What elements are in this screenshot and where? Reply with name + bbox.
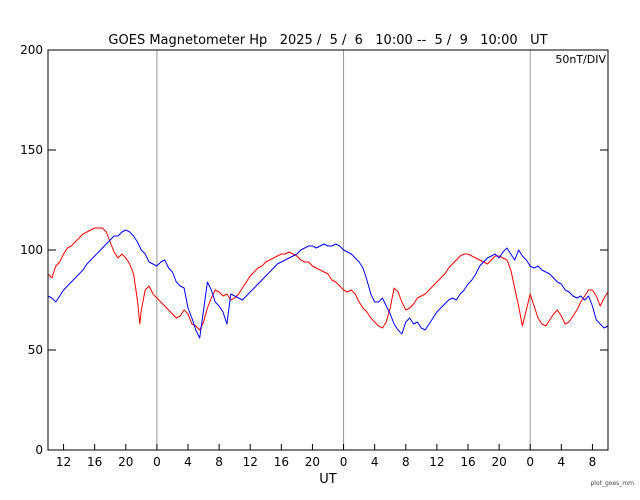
x-tick-label: 8 (215, 455, 223, 469)
x-tick-label: 4 (371, 455, 379, 469)
y-tick-label: 0 (35, 443, 43, 457)
y-tick-label: 200 (20, 43, 43, 57)
credit-label: plot_goes_mm (591, 480, 635, 487)
unit-note: 50nT/DIV (555, 53, 606, 66)
x-tick-label: 8 (402, 455, 410, 469)
y-tick-label: 50 (28, 343, 43, 357)
x-tick-label: 12 (56, 455, 71, 469)
chart-title: GOES Magnetometer Hp 2025 / 5 / 6 10:00 … (108, 33, 547, 48)
series-line-0 (47, 227, 609, 331)
x-tick-label: 0 (340, 455, 348, 469)
y-tick-label: 100 (20, 243, 43, 257)
series-line-1 (47, 229, 609, 339)
x-axis: 12 16 20 0 4 8 12 16 20 0 4 8 12 16 20 0 4 8 (56, 444, 596, 469)
x-tick-label: 0 (153, 455, 161, 469)
x-tick-label: 4 (184, 455, 192, 469)
x-tick-label: 16 (274, 455, 289, 469)
x-tick-label: 12 (429, 455, 444, 469)
x-tick-label: 4 (558, 455, 566, 469)
x-tick-label: 16 (87, 455, 102, 469)
series-layer (47, 227, 609, 339)
x-tick-label: 0 (526, 455, 534, 469)
x-tick-label: 12 (243, 455, 258, 469)
x-tick-label: 20 (305, 455, 320, 469)
plot-frame (47, 49, 609, 451)
x-tick-label: 8 (589, 455, 597, 469)
x-tick-label: 16 (460, 455, 475, 469)
x-axis-label: UT (319, 472, 337, 487)
y-tick-label: 150 (20, 143, 43, 157)
x-tick-label: 20 (491, 455, 506, 469)
x-tick-label: 20 (118, 455, 133, 469)
y-axis: 0 50 100 150 200 (20, 43, 608, 457)
